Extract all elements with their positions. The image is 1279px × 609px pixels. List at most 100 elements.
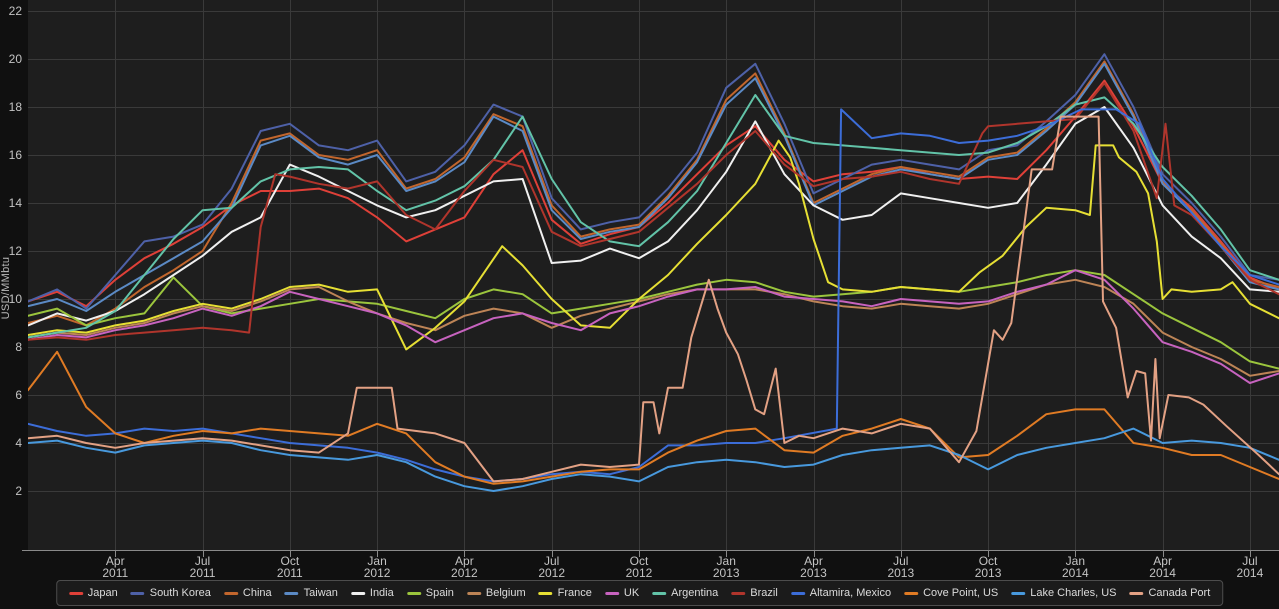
chart-legend: Japan South Korea China Taiwan India Spain Bel… [55,580,1224,606]
legend-label: Taiwan [303,587,338,599]
legend-label: Spain [425,587,454,599]
y-tick-label: 12 [9,244,23,258]
legend-label: Japan [87,587,118,599]
legend-swatch-brazil [731,591,746,595]
legend-label: South Korea [149,587,211,599]
series-line-uk [28,269,1279,384]
legend-label: Belgium [485,587,526,599]
x-tick-label-year: 2014 [1149,566,1176,580]
legend-label: Argentina [671,587,719,599]
legend-label: Canada Port [1148,587,1211,599]
legend-item-altamira-mexico[interactable]: Altamira, Mexico [790,587,892,599]
legend-item-japan[interactable]: Japan [68,587,118,599]
legend-item-india[interactable]: India [350,587,394,599]
legend-label: France [557,587,592,599]
legend-label: Brazil [750,587,778,599]
legend-item-canada-port[interactable]: Canada Port [1129,587,1210,599]
legend-swatch-uk [604,591,619,595]
y-axis-title: USD/MMbtu [0,256,12,320]
legend-item-argentina[interactable]: Argentina [652,587,718,599]
x-axis-ticks [115,550,1251,557]
legend-item-south-korea[interactable]: South Korea [130,587,211,599]
y-tick-label: 2 [15,484,22,498]
legend-label: Altamira, Mexico [809,587,892,599]
x-tick-label-year: 2013 [713,566,740,580]
x-tick-label-month: Jul [195,554,210,568]
series-line-spain [28,269,1279,370]
legend-label: China [242,587,272,599]
x-tick-label-month: Apr [106,554,125,568]
series-line-argentina [28,94,1279,339]
y-tick-label: 20 [9,52,23,66]
x-tick-label-year: 2012 [626,566,653,580]
x-tick-label-month: Apr [1153,554,1172,568]
y-tick-label: 18 [9,100,23,114]
y-tick-label: 6 [15,388,22,402]
series-line-france [28,139,1279,351]
x-tick-label-year: 2012 [538,566,565,580]
x-tick-label-month: Apr [804,554,823,568]
legend-item-belgium[interactable]: Belgium [466,587,526,599]
legend-swatch-spain [406,591,421,595]
legend-swatch-south-korea [130,591,145,595]
legend-swatch-japan [68,591,83,595]
x-tick-label-month: Oct [281,554,300,568]
x-tick-label-year: 2014 [1237,566,1264,580]
legend-label: Cove Point, US [923,587,999,599]
y-tick-label: 22 [9,4,23,18]
legend-item-spain[interactable]: Spain [406,587,454,599]
series-lines [28,53,1279,492]
y-tick-label: 4 [15,436,22,450]
legend-swatch-cove-point-us [904,591,919,595]
x-tick-label-year: 2011 [102,566,128,580]
legend-label: UK [623,587,640,599]
x-tick-label-month: Jul [1242,554,1257,568]
chart-canvas: 246810121416182022Apr2011Jul2011Oct2011J… [9,0,1279,580]
series-line-lake-charles-us [28,427,1279,492]
series-line-brazil [28,82,1279,341]
x-tick-label-year: 2011 [190,566,216,580]
legend-item-china[interactable]: China [223,587,272,599]
legend-item-taiwan[interactable]: Taiwan [284,587,338,599]
legend-swatch-taiwan [284,591,299,595]
series-line-china [28,60,1279,327]
x-tick-label-year: 2013 [887,566,914,580]
series-line-altamira-mexico [28,108,1279,483]
legend-item-brazil[interactable]: Brazil [731,587,778,599]
y-tick-label: 10 [9,292,23,306]
legend-item-cove-point-us[interactable]: Cove Point, US [904,587,998,599]
legend-swatch-altamira-mexico [790,591,805,595]
x-tick-label-month: Apr [455,554,474,568]
x-tick-label-year: 2011 [277,566,303,580]
series-line-india [28,106,1279,327]
legend-swatch-lake-charles-us [1011,591,1026,595]
plot-area [28,0,1279,550]
x-tick-label-year: 2012 [451,566,478,580]
legend-label: India [369,587,394,599]
gridlines [28,0,1279,550]
x-tick-label-month: Jul [544,554,559,568]
x-tick-label-year: 2013 [800,566,827,580]
x-tick-label-month: Jan [717,554,736,568]
x-tick-label-year: 2012 [364,566,391,580]
legend-swatch-argentina [652,591,667,595]
legend-swatch-china [223,591,238,595]
legend-item-uk[interactable]: UK [604,587,640,599]
x-tick-label-month: Jul [893,554,908,568]
legend-swatch-india [350,591,365,595]
series-line-cove-point-us [28,350,1279,485]
x-tick-label-year: 2013 [975,566,1002,580]
legend-item-lake-charles-us[interactable]: Lake Charles, US [1011,587,1116,599]
x-tick-label-year: 2014 [1062,566,1089,580]
series-line-canada-port [28,115,1279,483]
legend-item-france[interactable]: France [538,587,592,599]
y-axis-labels: 2 4 6 8 10 12 14 16 18 20 22 [9,4,23,498]
series-line-belgium [28,278,1279,377]
y-tick-label: 8 [15,340,22,354]
x-tick-label-month: Jan [1066,554,1085,568]
legend-label: Lake Charles, US [1030,587,1117,599]
series-line-south-korea [28,53,1279,310]
legend-swatch-belgium [466,591,481,595]
legend-swatch-canada-port [1129,591,1144,595]
